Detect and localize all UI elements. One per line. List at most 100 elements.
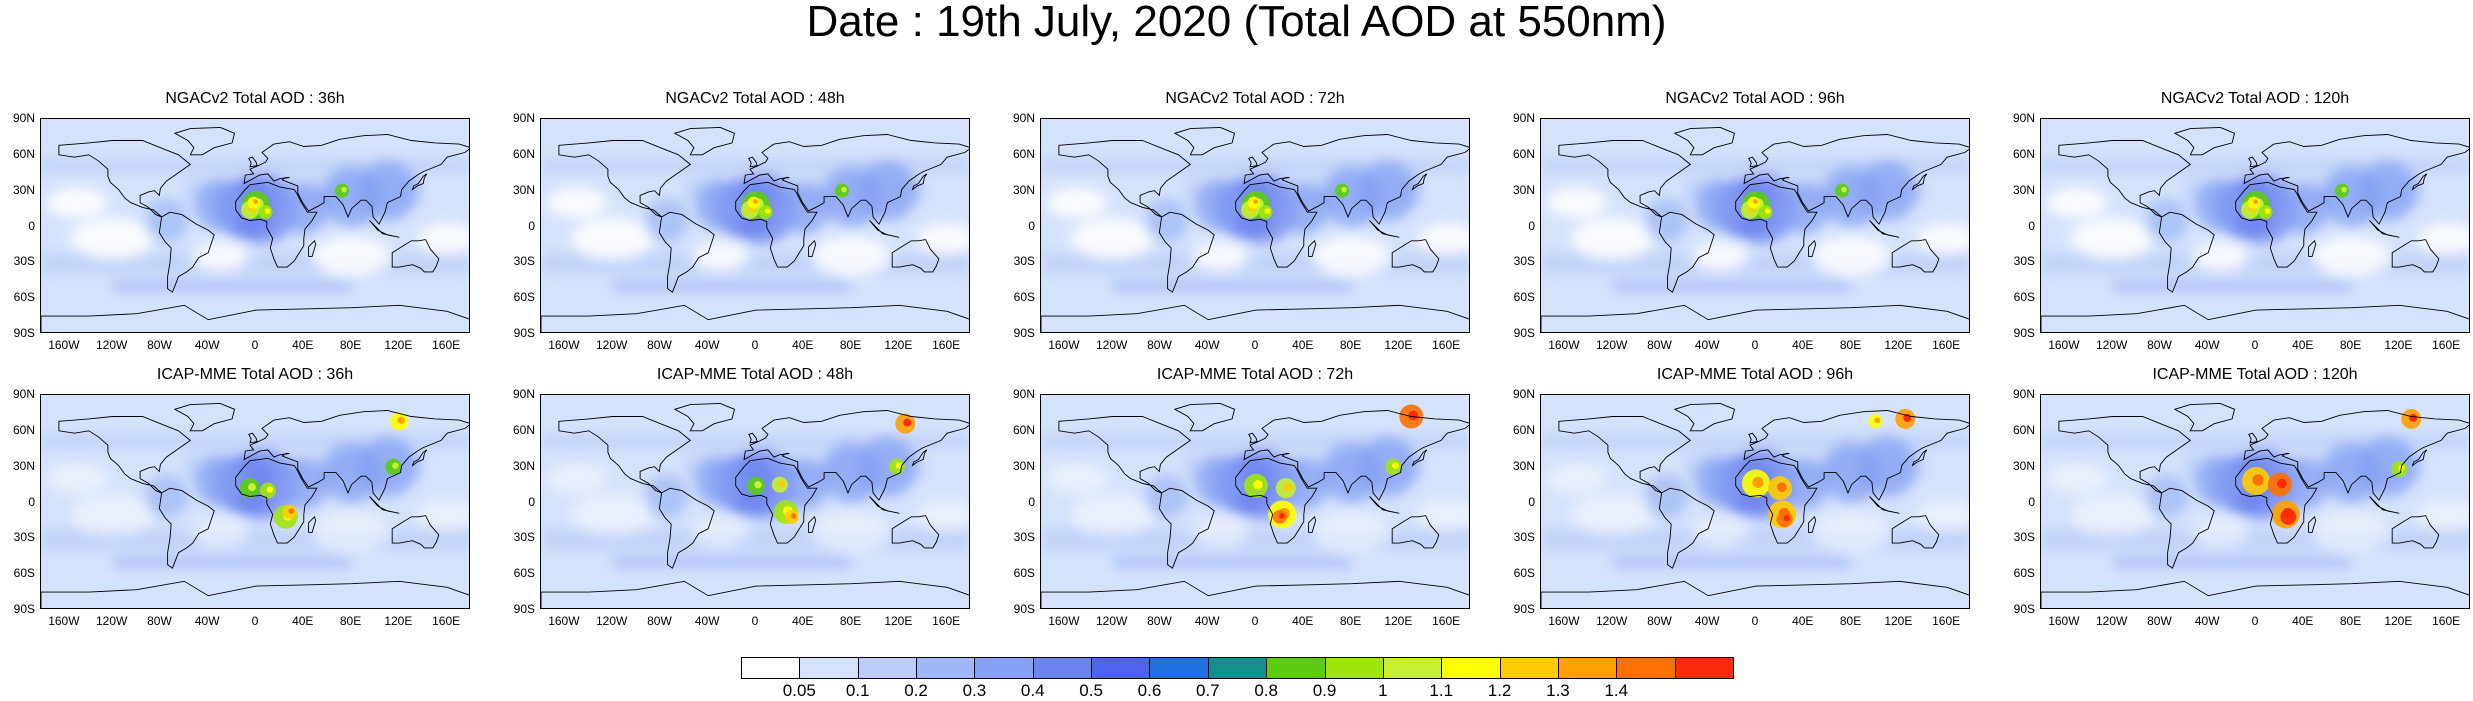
lat-tick-label: 0 [28, 494, 35, 509]
coastline-japan [1411, 173, 1428, 191]
aod-map [40, 118, 470, 333]
lat-tick-label: 30S [513, 254, 535, 269]
aod-hotspot-core [754, 481, 762, 489]
aod-plume [2195, 456, 2246, 506]
lon-tick-label: 160E [932, 614, 961, 628]
lat-tick-label: 90N [12, 111, 35, 125]
aod-hotspot-core [1841, 186, 1847, 193]
lat-tick-label: 90N [2012, 111, 2035, 125]
aod-hotspot-core [2341, 186, 2347, 193]
lon-tick-label: 160W [2048, 614, 2080, 628]
aod-hotspot-core [764, 208, 771, 214]
coastline-uk [1248, 432, 1258, 444]
coastline-eurasia [243, 134, 469, 225]
low-aod-patch [46, 463, 108, 495]
aod-band [1112, 280, 1352, 293]
aod-plume [1778, 459, 1829, 510]
coastline-indonesia [869, 220, 900, 238]
coastline-greenland [173, 126, 236, 156]
aod-plume [195, 180, 246, 230]
panel-title: NGACv2 Total AOD : 72h [1165, 90, 1345, 107]
aod-field-svg [1541, 119, 1969, 332]
colorbar-label: 1.2 [1487, 681, 1512, 700]
lat-tick-label: 30S [1513, 530, 1535, 545]
lat-tick-label: 90S [2013, 602, 2035, 616]
lat-tick-label: 90S [1513, 326, 1535, 340]
coastline-japan [2411, 173, 2428, 191]
low-aod-patch [1192, 242, 1249, 271]
lon-tick-label: 120E [1384, 614, 1413, 628]
colorbar-label: 0.3 [962, 681, 987, 700]
lat-tick-label: 0 [528, 494, 535, 509]
coastline-africa [235, 181, 318, 268]
lon-tick-label: 160E [932, 338, 961, 352]
lat-tick-label: 30S [13, 254, 35, 269]
aod-hotspot-core [778, 480, 786, 487]
lon-tick-label: 120E [884, 614, 913, 628]
coastline-australia [2391, 515, 2440, 549]
low-aod-patch [1812, 512, 1891, 552]
coastline-eurasia [743, 410, 969, 501]
coastline-south-america [1658, 487, 1715, 569]
aod-band [2112, 556, 2352, 569]
coastline-indonesia [1869, 220, 1900, 238]
lat-tick-label: 0 [528, 218, 535, 233]
map-panel-1: NGACv2 Total AOD : 36h 90N 60N 30N 0 30S 60S 90… [3, 90, 493, 362]
low-aod-patch [312, 512, 391, 552]
colorbar-swatch [1616, 657, 1676, 679]
coastline-japan [911, 173, 928, 191]
colorbar-label: 0.1 [845, 681, 870, 700]
coastline-north-america [558, 140, 692, 218]
coastline-madagascar [308, 239, 317, 257]
lat-tick-label: 30N [1512, 458, 1535, 473]
lat-tick-label: 60N [2012, 146, 2035, 161]
aod-hotspot-core [1392, 462, 1399, 469]
lat-tick-label: 0 [2028, 494, 2035, 509]
lon-tick-label: 40E [1292, 614, 1314, 628]
coastline-south-america [1158, 487, 1215, 569]
aod-field-svg [1041, 395, 1469, 608]
coastline-north-america [2058, 416, 2192, 494]
aod-plume [2144, 198, 2189, 243]
coastline-japan [1411, 449, 1428, 467]
lon-tick-label: 80E [2339, 614, 2362, 628]
low-aod-patch [1046, 463, 1108, 495]
lon-tick-label: 80W [1147, 338, 1172, 352]
lon-tick-label: 0 [1251, 614, 1259, 628]
aod-map [1540, 118, 1970, 333]
aod-hotspot-core [2287, 512, 2294, 520]
lon-tick-label: 120E [1884, 614, 1913, 628]
lon-tick-label: 40W [194, 614, 220, 628]
aod-plume [1644, 474, 1689, 519]
coastline-indonesia [2369, 220, 2400, 238]
panel-title: NGACv2 Total AOD : 48h [665, 90, 845, 107]
low-aod-patch [416, 223, 469, 254]
lon-tick-label: 160W [1548, 338, 1580, 352]
aod-hotspot-core [1253, 199, 1259, 205]
aod-plume [1695, 180, 1746, 230]
colorbar-swatch [1149, 657, 1209, 679]
lon-tick-label: 120W [1595, 338, 1628, 352]
low-aod-patch [1916, 223, 1969, 254]
colorbar-swatch [974, 657, 1034, 679]
colorbar-swatch [1266, 657, 1326, 679]
panel-title: ICAP-MME Total AOD : 120h [2152, 366, 2358, 383]
colorbar-swatch [857, 657, 918, 679]
aod-map [2040, 394, 2470, 609]
lon-tick-label: 80W [2147, 614, 2172, 628]
coastline-africa [2235, 457, 2318, 544]
coastline-australia [391, 239, 440, 273]
colorbar-label: 0.8 [1254, 681, 1278, 700]
aod-plume [778, 183, 829, 234]
coastline-north-america [2058, 140, 2192, 218]
coastline-australia [1891, 515, 1940, 549]
aod-hotspot-core [1283, 483, 1292, 492]
low-aod-patch [1312, 512, 1391, 552]
coastline-africa [735, 457, 818, 544]
aod-map [1040, 118, 1470, 333]
coastline-australia [2391, 239, 2440, 273]
low-aod-patch [312, 236, 391, 276]
low-aod-patch [692, 242, 749, 271]
aod-field-svg [41, 119, 469, 332]
aod-hotspot-core [1874, 417, 1881, 424]
